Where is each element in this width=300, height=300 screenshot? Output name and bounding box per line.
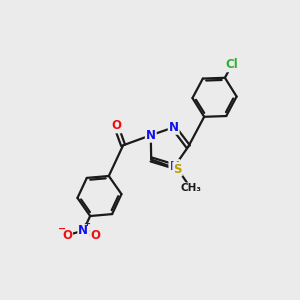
Text: N: N <box>169 121 179 134</box>
Text: N: N <box>169 160 179 173</box>
Text: O: O <box>90 229 100 242</box>
Text: +: + <box>83 219 90 228</box>
Text: S: S <box>173 163 182 176</box>
Text: N: N <box>146 129 156 142</box>
Text: N: N <box>78 224 88 237</box>
Text: O: O <box>111 119 121 132</box>
Text: CH₃: CH₃ <box>181 183 202 193</box>
Text: O: O <box>62 229 72 242</box>
Text: −: − <box>58 224 66 234</box>
Text: Cl: Cl <box>225 58 238 71</box>
